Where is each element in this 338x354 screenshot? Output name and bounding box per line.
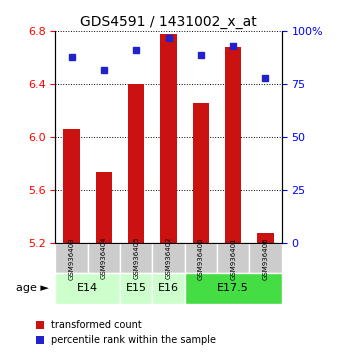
Text: GSM936406: GSM936406 bbox=[263, 237, 268, 280]
Text: GSM936403: GSM936403 bbox=[69, 237, 74, 280]
Bar bbox=[193, 103, 209, 243]
FancyBboxPatch shape bbox=[152, 273, 185, 304]
Text: age ►: age ► bbox=[16, 284, 49, 293]
FancyBboxPatch shape bbox=[185, 273, 282, 304]
Text: GSM936400: GSM936400 bbox=[198, 237, 204, 280]
Bar bbox=[225, 47, 241, 243]
Bar bbox=[128, 84, 144, 243]
Bar bbox=[161, 34, 176, 243]
Bar bbox=[64, 129, 80, 243]
FancyBboxPatch shape bbox=[249, 243, 282, 273]
Title: GDS4591 / 1431002_x_at: GDS4591 / 1431002_x_at bbox=[80, 15, 257, 29]
FancyBboxPatch shape bbox=[217, 243, 249, 273]
FancyBboxPatch shape bbox=[185, 243, 217, 273]
Legend: transformed count, percentile rank within the sample: transformed count, percentile rank withi… bbox=[32, 316, 220, 349]
Text: E17.5: E17.5 bbox=[217, 284, 249, 293]
Bar bbox=[258, 233, 273, 243]
FancyBboxPatch shape bbox=[55, 243, 88, 273]
FancyBboxPatch shape bbox=[88, 243, 120, 273]
Text: GSM936402: GSM936402 bbox=[166, 237, 171, 280]
Bar bbox=[96, 172, 112, 243]
FancyBboxPatch shape bbox=[120, 243, 152, 273]
FancyBboxPatch shape bbox=[55, 273, 120, 304]
FancyBboxPatch shape bbox=[152, 243, 185, 273]
Text: E14: E14 bbox=[77, 284, 98, 293]
Text: GSM936404: GSM936404 bbox=[101, 237, 107, 280]
Text: GSM936405: GSM936405 bbox=[133, 237, 139, 280]
FancyBboxPatch shape bbox=[120, 273, 152, 304]
Text: GSM936401: GSM936401 bbox=[230, 237, 236, 280]
Text: E16: E16 bbox=[158, 284, 179, 293]
Text: E15: E15 bbox=[126, 284, 147, 293]
